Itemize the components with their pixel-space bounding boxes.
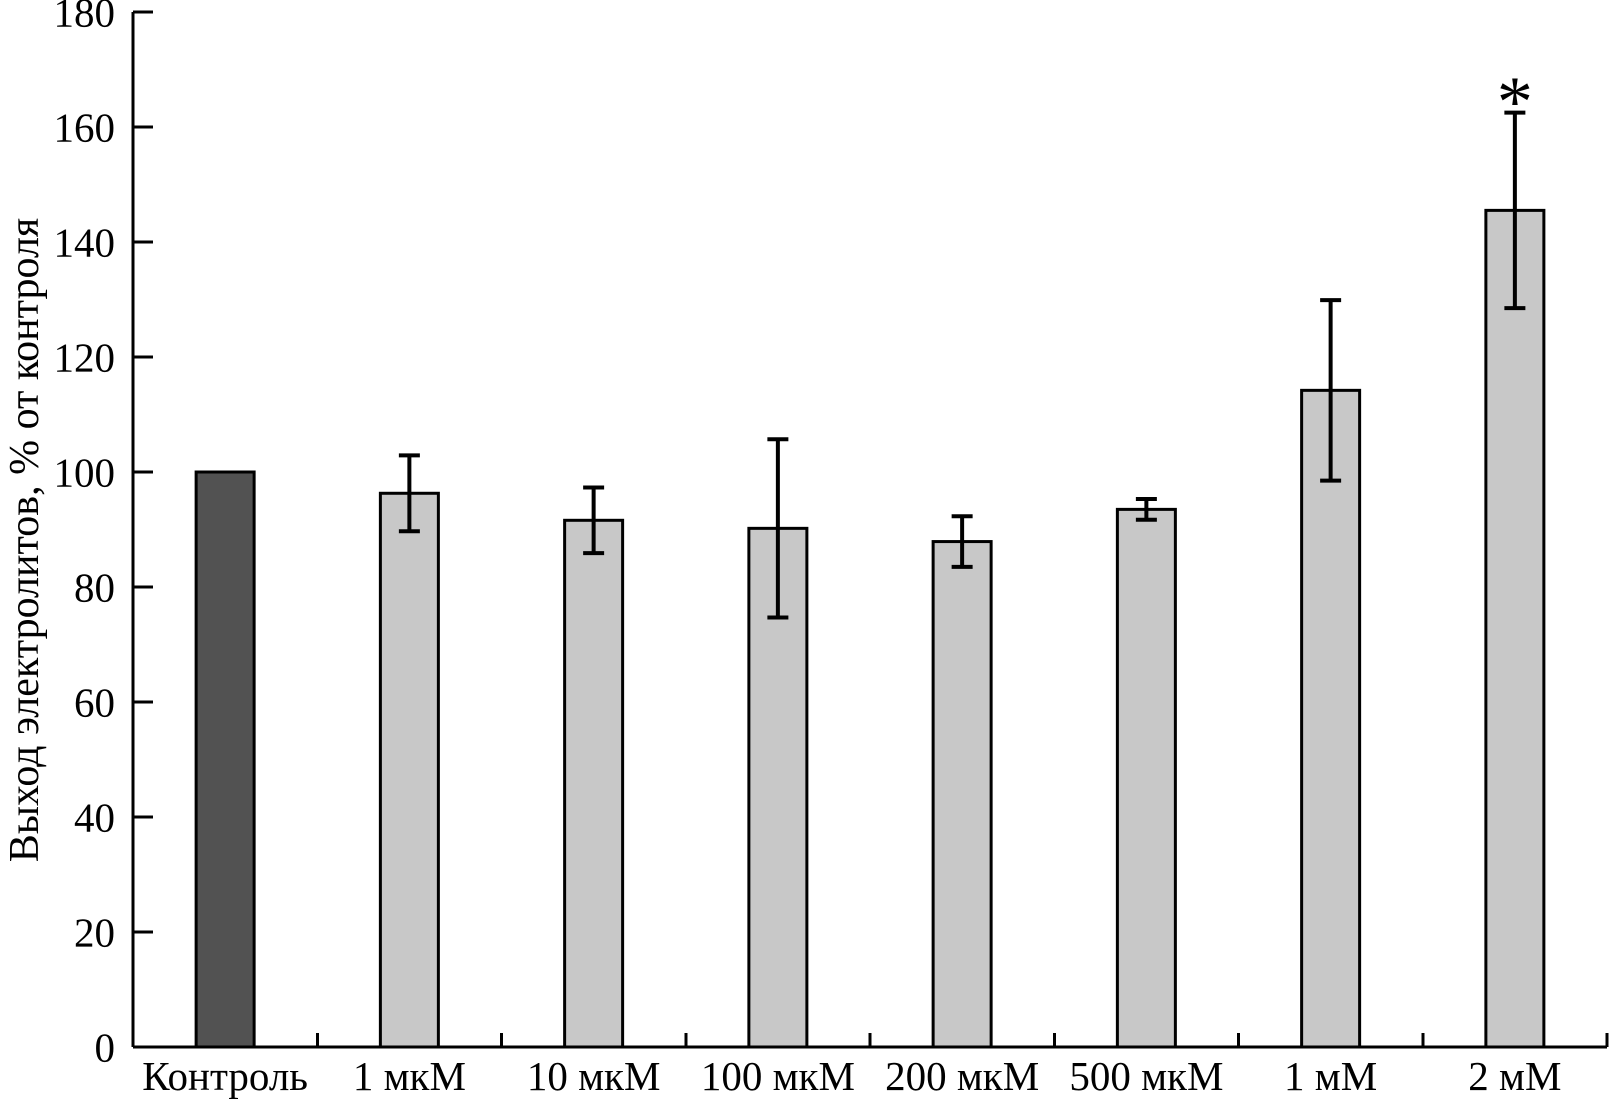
significance-asterisk: * <box>1497 62 1533 142</box>
x-category-label: 200 мкМ <box>885 1053 1039 1099</box>
x-category-label: 100 мкМ <box>701 1053 855 1099</box>
y-tick-label: 20 <box>74 909 115 955</box>
bars-layer <box>194 208 1546 1049</box>
bar <box>378 491 440 1049</box>
y-tick-label: 120 <box>54 334 116 380</box>
y-tick-label: 160 <box>54 104 116 150</box>
x-category-label: 1 мМ <box>1284 1053 1377 1099</box>
x-category-label: 1 мкМ <box>353 1053 466 1099</box>
y-tick-label: 60 <box>74 679 115 725</box>
bar <box>1484 208 1546 1049</box>
labels-layer: 0 20 40 60 80 100 120 140 160 180 Контроль 1 мкМ 10 … <box>54 0 1562 1099</box>
y-tick-label: 180 <box>54 0 116 35</box>
y-tick-label: 0 <box>95 1024 116 1070</box>
bar <box>194 470 256 1049</box>
error-bars-layer <box>398 110 1526 620</box>
x-category-label: Контроль <box>142 1053 308 1099</box>
bar <box>1300 388 1362 1049</box>
y-tick-label: 80 <box>74 564 115 610</box>
x-category-label: 500 мкМ <box>1069 1053 1223 1099</box>
y-axis-title: Выход электролитов, % от контроля <box>2 218 48 863</box>
x-category-label: 10 мкМ <box>527 1053 661 1099</box>
y-tick-label: 40 <box>74 794 115 840</box>
y-tick-label: 140 <box>54 219 116 265</box>
axes-layer <box>131 10 1609 1049</box>
bar <box>931 540 993 1049</box>
bar <box>563 518 625 1049</box>
x-category-label: 2 мМ <box>1468 1053 1561 1099</box>
bar <box>1115 507 1177 1049</box>
y-tick-label: 100 <box>54 449 116 495</box>
